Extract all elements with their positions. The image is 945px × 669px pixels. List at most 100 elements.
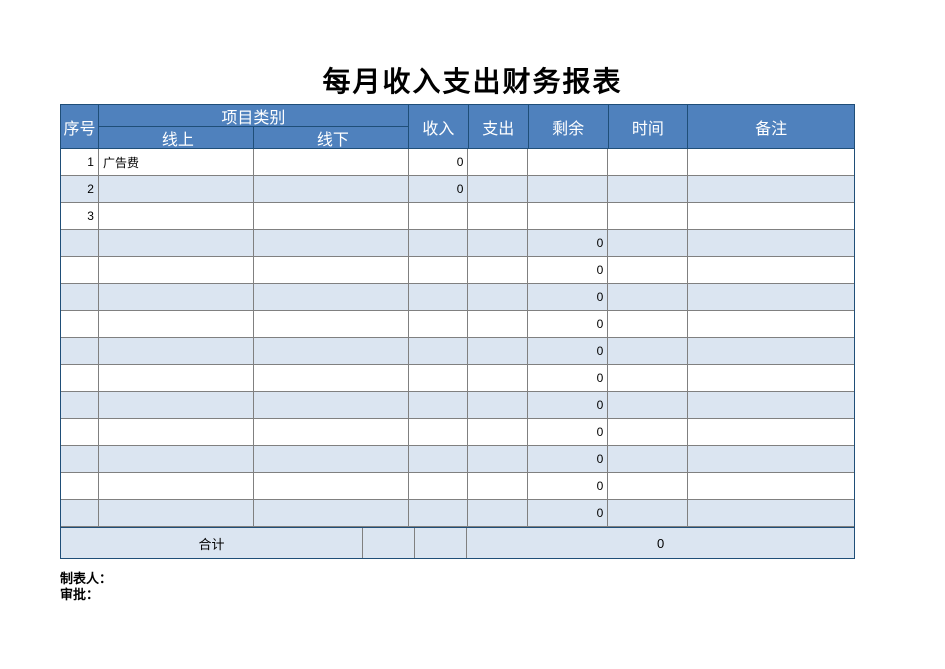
cell-income [409,500,469,527]
cell-seq [61,365,99,392]
cell-time [608,203,688,230]
cell-online [99,419,254,446]
col-remain: 剩余 [529,105,609,149]
cell-expense [468,473,528,500]
cell-note [688,365,854,392]
col-category: 项目类别 [99,105,409,127]
table-row: 0 [61,500,854,527]
cell-remain: 0 [528,500,608,527]
cell-note [688,311,854,338]
cell-offline [254,365,409,392]
cell-offline [254,446,409,473]
table-row: 0 [61,311,854,338]
cell-time [608,257,688,284]
table-header: 序号 项目类别 线上 线下 收入 支出 剩余 时间 备注 [61,105,854,149]
table-row: 0 [61,446,854,473]
cell-remain [528,176,608,203]
cell-seq [61,311,99,338]
cell-remain: 0 [528,446,608,473]
cell-income: 0 [409,149,469,176]
table-row: 3 [61,203,854,230]
cell-online [99,365,254,392]
cell-time [608,284,688,311]
cell-seq [61,230,99,257]
cell-expense [468,311,528,338]
cell-note [688,392,854,419]
cell-remain: 0 [528,365,608,392]
cell-online [99,230,254,257]
table-row: 0 [61,392,854,419]
cell-income [409,473,469,500]
cell-offline [254,392,409,419]
col-time: 时间 [609,105,689,149]
col-offline: 线下 [254,127,409,149]
cell-offline [254,203,409,230]
cell-online [99,311,254,338]
cell-income [409,365,469,392]
cell-expense [468,230,528,257]
table-row: 20 [61,176,854,203]
cell-offline [254,284,409,311]
cell-time [608,500,688,527]
cell-note [688,176,854,203]
table-body: 1广告费020300000000000 [61,149,854,527]
cell-expense [468,176,528,203]
cell-income: 0 [409,176,469,203]
cell-remain: 0 [528,392,608,419]
cell-expense [468,338,528,365]
cell-time [608,311,688,338]
total-expense [415,528,467,558]
cell-expense [468,500,528,527]
cell-online [99,500,254,527]
cell-offline [254,500,409,527]
cell-seq: 2 [61,176,99,203]
cell-offline [254,149,409,176]
cell-income [409,230,469,257]
table-row: 0 [61,473,854,500]
cell-online [99,392,254,419]
cell-expense [468,392,528,419]
cell-offline [254,176,409,203]
cell-income [409,338,469,365]
table-row: 0 [61,230,854,257]
cell-seq [61,392,99,419]
total-row: 合计 0 [61,527,854,558]
table-row: 0 [61,257,854,284]
cell-seq [61,338,99,365]
finance-table: 序号 项目类别 线上 线下 收入 支出 剩余 时间 备注 1广告费0203000… [60,104,855,559]
cell-remain: 0 [528,311,608,338]
table-row: 0 [61,284,854,311]
cell-seq [61,446,99,473]
col-note: 备注 [688,105,854,149]
cell-online [99,257,254,284]
cell-income [409,311,469,338]
col-income: 收入 [409,105,469,149]
cell-expense [468,365,528,392]
cell-offline [254,230,409,257]
cell-note [688,230,854,257]
cell-expense [468,446,528,473]
cell-online [99,176,254,203]
cell-online [99,338,254,365]
col-expense: 支出 [469,105,529,149]
total-label: 合计 [61,528,363,558]
cell-expense [468,257,528,284]
report-title: 每月收入支出财务报表 [0,60,945,100]
col-seq: 序号 [61,105,99,149]
cell-offline [254,473,409,500]
cell-note [688,446,854,473]
cell-remain [528,203,608,230]
cell-seq: 1 [61,149,99,176]
cell-time [608,473,688,500]
cell-remain: 0 [528,338,608,365]
cell-time [608,338,688,365]
cell-seq [61,500,99,527]
cell-remain: 0 [528,230,608,257]
cell-remain: 0 [528,284,608,311]
cell-remain: 0 [528,473,608,500]
table-row: 1广告费0 [61,149,854,176]
cell-online [99,203,254,230]
cell-online [99,284,254,311]
cell-income [409,392,469,419]
total-income [363,528,415,558]
